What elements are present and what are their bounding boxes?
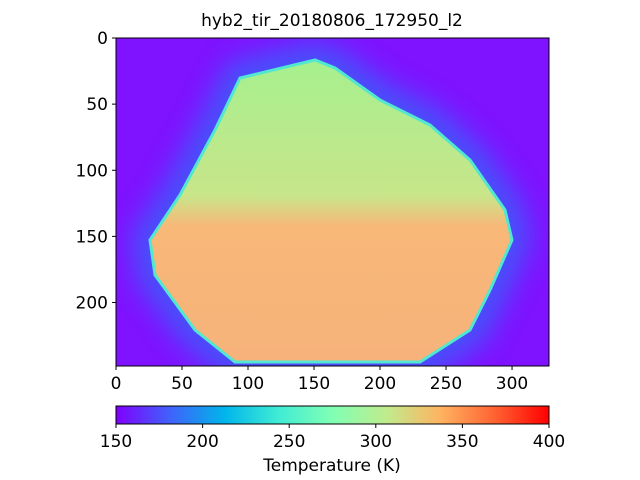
y-tick-label: 50	[86, 95, 108, 115]
y-tick-label: 100	[76, 161, 108, 181]
chart-title: hyb2_tir_20180806_172950_l2	[201, 11, 463, 31]
x-tick-label: 200	[364, 374, 396, 394]
x-tick-label: 300	[496, 374, 528, 394]
x-tick-label: 100	[232, 374, 264, 394]
x-tick-label: 250	[430, 374, 462, 394]
x-tick-label: 0	[111, 374, 122, 394]
colorbar-tick-label: 250	[273, 432, 305, 452]
x-tick-label: 50	[171, 374, 193, 394]
colorbar-label: Temperature (K)	[262, 456, 401, 476]
y-tick-label: 150	[76, 227, 108, 247]
colorbar-tick-label: 300	[360, 432, 392, 452]
y-tick-label: 200	[76, 294, 108, 314]
colorbar	[115, 405, 550, 425]
x-tick-label: 150	[298, 374, 330, 394]
image	[116, 38, 549, 366]
axes-frame	[115, 37, 550, 367]
colorbar-tick-label: 400	[533, 432, 565, 452]
colorbar-tick-label: 200	[186, 432, 218, 452]
colorbar-tick-label: 150	[100, 432, 132, 452]
y-tick-label: 0	[97, 29, 108, 49]
colorbar-tick-label: 350	[446, 432, 478, 452]
